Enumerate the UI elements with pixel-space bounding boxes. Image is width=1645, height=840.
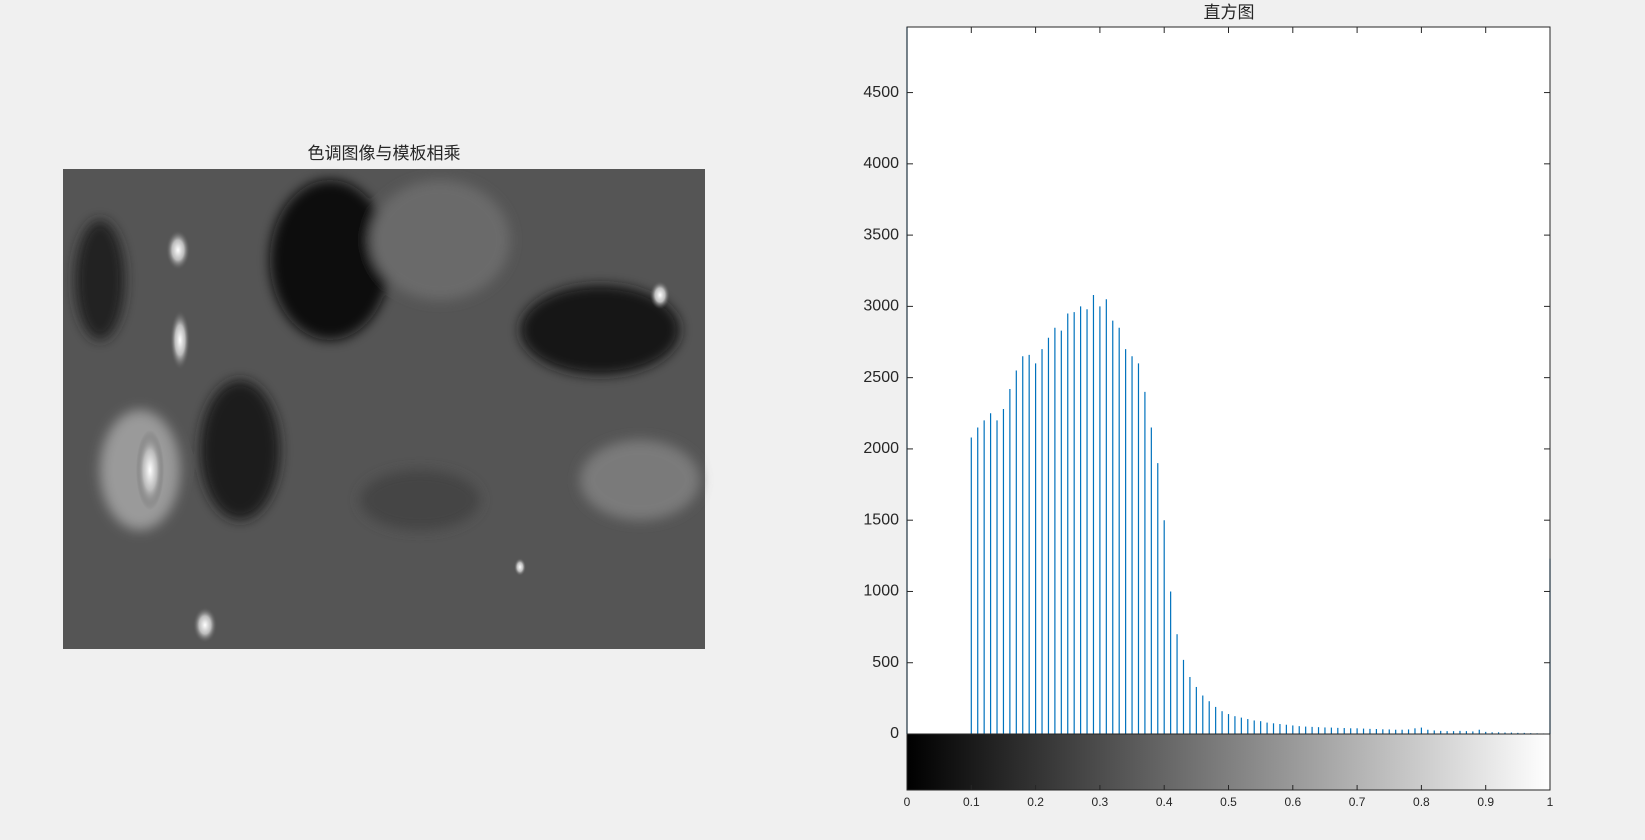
x-tick-label: 1 <box>1547 795 1554 809</box>
y-tick-label: 4500 <box>863 84 899 101</box>
y-tick-label: 1500 <box>863 511 899 528</box>
y-tick-label: 2500 <box>863 369 899 386</box>
x-tick-label: 0.5 <box>1220 795 1237 809</box>
x-tick-label: 0.9 <box>1477 795 1494 809</box>
x-tick-label: 0.4 <box>1156 795 1173 809</box>
y-tick-label: 1000 <box>863 583 899 600</box>
chart-title: 直方图 <box>1204 3 1255 23</box>
x-tick-label: 0 <box>904 795 911 809</box>
plot-area <box>907 27 1550 734</box>
y-tick-label: 500 <box>872 654 899 671</box>
x-tick-label: 0.3 <box>1092 795 1109 809</box>
x-tick-label: 0.1 <box>963 795 980 809</box>
x-tick-label: 0.7 <box>1349 795 1366 809</box>
y-tick-label: 3500 <box>863 226 899 243</box>
y-tick-label: 4000 <box>863 155 899 172</box>
image-title: 色调图像与模板相乘 <box>308 144 461 164</box>
y-tick-label: 0 <box>890 725 899 742</box>
colorbar <box>906 733 1551 791</box>
x-tick-label: 0.8 <box>1413 795 1430 809</box>
y-tick-label: 3000 <box>863 298 899 315</box>
x-tick-label: 0.6 <box>1284 795 1301 809</box>
image <box>63 169 705 649</box>
x-tick-label: 0.2 <box>1027 795 1044 809</box>
y-tick-label: 2000 <box>863 440 899 457</box>
